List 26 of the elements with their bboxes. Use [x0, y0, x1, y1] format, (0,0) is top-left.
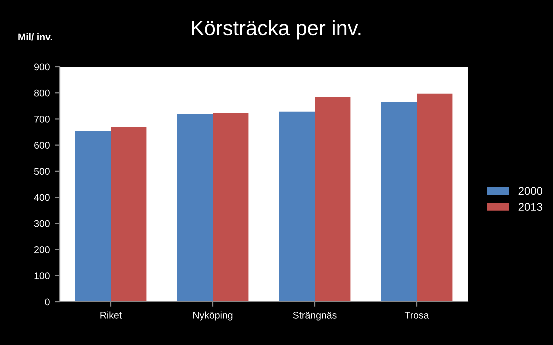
bar — [417, 94, 453, 302]
bar — [381, 102, 417, 302]
y-tick-label: 100 — [34, 272, 50, 280]
bar — [315, 97, 351, 302]
x-tick-label: Strängnäs — [293, 312, 337, 321]
y-tick-label: 700 — [34, 116, 50, 123]
y-tick-label: 800 — [34, 90, 50, 97]
bar — [111, 127, 147, 302]
y-tick-label: 400 — [34, 194, 50, 202]
y-axis-title: Mil/ inv. — [18, 33, 52, 41]
bar — [75, 130, 111, 302]
bar — [213, 112, 249, 302]
legend-label: 2013 — [518, 203, 543, 212]
chart-title: Körsträcka per inv. — [192, 20, 361, 40]
y-tick-label: 300 — [34, 220, 50, 228]
legend-label: 2000 — [518, 187, 543, 196]
y-tick-label: 900 — [34, 64, 50, 71]
y-tick-label: 500 — [34, 168, 50, 176]
y-tick-label: 600 — [34, 142, 50, 149]
y-tick-label: 0 — [45, 298, 50, 306]
x-tick-label: Riket — [100, 312, 122, 319]
bar — [279, 112, 315, 302]
x-tick-label: Nyköping — [194, 312, 233, 321]
x-tick-label: Trosa — [404, 312, 430, 319]
bar — [177, 114, 213, 302]
y-tick-label: 200 — [34, 246, 50, 254]
